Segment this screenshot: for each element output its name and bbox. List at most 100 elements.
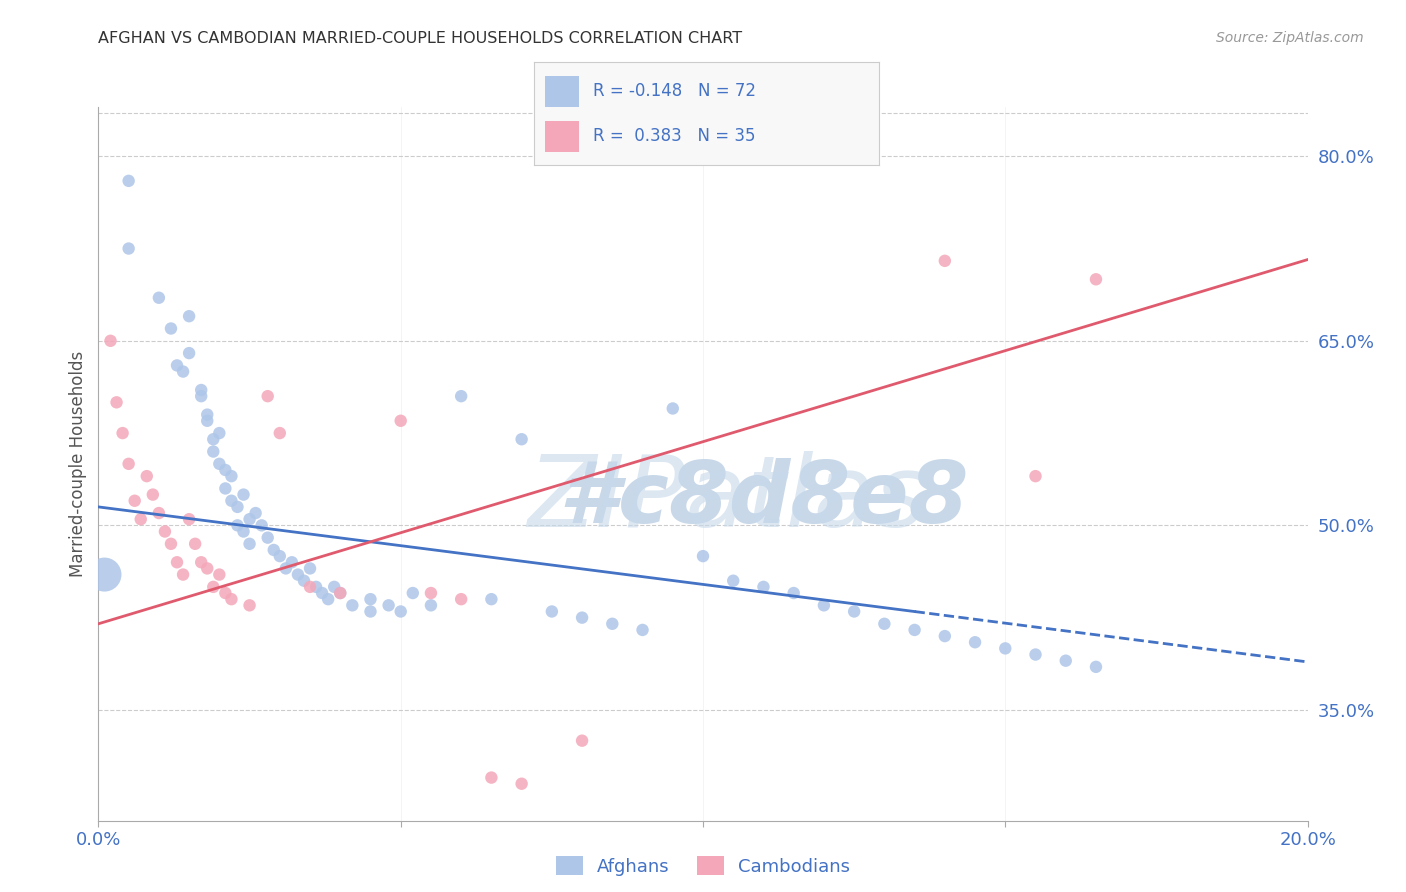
Point — [179, 309, 201, 323]
Point — [934, 253, 956, 268]
Point — [844, 605, 866, 619]
FancyBboxPatch shape — [544, 76, 579, 106]
Point — [232, 524, 254, 539]
Point — [420, 599, 443, 613]
Point — [153, 524, 176, 539]
Point — [813, 599, 835, 613]
Point — [1024, 469, 1046, 483]
Point — [450, 389, 472, 403]
Point — [111, 426, 134, 441]
Point — [420, 586, 443, 600]
Point — [965, 635, 987, 649]
Point — [994, 641, 1017, 656]
Point — [316, 592, 339, 607]
Point — [184, 537, 207, 551]
Point — [118, 457, 141, 471]
Point — [202, 444, 225, 458]
Point — [226, 518, 249, 533]
Point — [723, 574, 745, 588]
Point — [1054, 654, 1077, 668]
Point — [752, 580, 775, 594]
Point — [389, 414, 412, 428]
Point — [292, 574, 315, 588]
Point — [190, 555, 212, 569]
Point — [360, 605, 382, 619]
Point — [481, 592, 503, 607]
Point — [118, 242, 141, 256]
Point — [208, 457, 231, 471]
Point — [148, 291, 170, 305]
Point — [389, 605, 412, 619]
Point — [269, 426, 291, 441]
Point — [148, 506, 170, 520]
Point — [118, 174, 141, 188]
Point — [305, 580, 328, 594]
Text: ZIPatlas: ZIPatlas — [527, 451, 927, 548]
Point — [783, 586, 806, 600]
Point — [195, 408, 218, 422]
Point — [160, 537, 183, 551]
Point — [245, 506, 267, 520]
FancyBboxPatch shape — [544, 121, 579, 152]
Point — [239, 537, 262, 551]
Point — [571, 610, 593, 624]
Point — [105, 395, 128, 409]
Text: AFGHAN VS CAMBODIAN MARRIED-COUPLE HOUSEHOLDS CORRELATION CHART: AFGHAN VS CAMBODIAN MARRIED-COUPLE HOUSE… — [98, 31, 742, 46]
Point — [342, 599, 364, 613]
Point — [160, 321, 183, 335]
Point — [190, 383, 212, 397]
Point — [172, 567, 194, 582]
Point — [631, 623, 654, 637]
Point — [202, 580, 225, 594]
Point — [481, 771, 503, 785]
Point — [692, 549, 714, 563]
Point — [100, 334, 122, 348]
Text: Source: ZipAtlas.com: Source: ZipAtlas.com — [1216, 31, 1364, 45]
Point — [195, 561, 218, 575]
Point — [299, 580, 322, 594]
Point — [873, 616, 896, 631]
Point — [1024, 648, 1046, 662]
Point — [250, 518, 273, 533]
Text: R = -0.148   N = 72: R = -0.148 N = 72 — [593, 82, 756, 100]
Point — [377, 599, 399, 613]
Point — [269, 549, 291, 563]
Point — [934, 629, 956, 643]
Point — [172, 365, 194, 379]
Point — [221, 469, 243, 483]
Point — [239, 599, 262, 613]
Point — [93, 567, 115, 582]
Point — [402, 586, 425, 600]
Point — [510, 777, 533, 791]
Point — [281, 555, 304, 569]
Point — [323, 580, 346, 594]
Point — [124, 493, 146, 508]
Point — [541, 605, 564, 619]
Point — [208, 567, 231, 582]
Point — [129, 512, 152, 526]
Point — [329, 586, 352, 600]
Y-axis label: Married-couple Households: Married-couple Households — [69, 351, 87, 577]
Point — [571, 733, 593, 747]
Point — [1085, 272, 1108, 286]
Point — [263, 543, 285, 558]
Point — [179, 512, 201, 526]
Point — [602, 616, 624, 631]
Point — [299, 561, 322, 575]
Point — [214, 586, 236, 600]
Point — [256, 389, 278, 403]
Point — [214, 482, 236, 496]
Point — [179, 346, 201, 360]
Point — [329, 586, 352, 600]
Point — [208, 426, 231, 441]
Point — [1085, 660, 1108, 674]
Point — [274, 561, 297, 575]
Text: #c8d8e8: #c8d8e8 — [558, 458, 969, 541]
Point — [904, 623, 927, 637]
Point — [166, 555, 188, 569]
Point — [190, 389, 212, 403]
Point — [135, 469, 157, 483]
Point — [239, 512, 262, 526]
Point — [256, 531, 278, 545]
Point — [450, 592, 472, 607]
